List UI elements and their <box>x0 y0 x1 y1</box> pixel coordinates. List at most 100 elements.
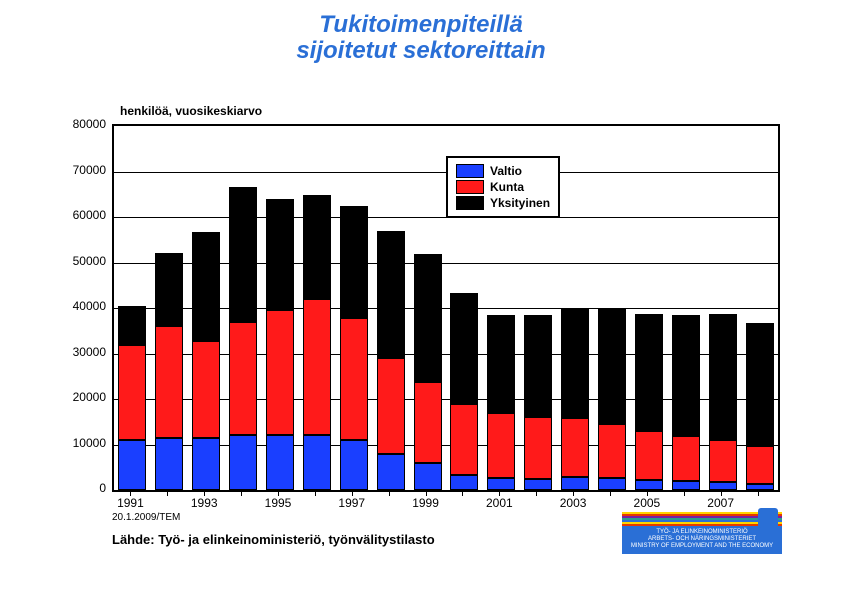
seg-kunta <box>487 413 515 478</box>
y-tick-label: 20000 <box>73 390 106 404</box>
x-tick-label: 1993 <box>191 496 218 510</box>
seg-yksityinen <box>746 323 774 446</box>
logo-crest-icon <box>758 508 778 528</box>
seg-yksityinen <box>377 231 405 358</box>
seg-kunta <box>561 418 589 477</box>
legend-label: Kunta <box>490 180 524 194</box>
x-tick-label: 2005 <box>634 496 661 510</box>
seg-yksityinen <box>524 315 552 417</box>
x-tick-label: 1999 <box>412 496 439 510</box>
y-tick-label: 10000 <box>73 436 106 450</box>
x-tick <box>315 490 316 496</box>
x-tick <box>167 490 168 496</box>
x-tick <box>389 490 390 496</box>
y-tick-label: 60000 <box>73 208 106 222</box>
seg-kunta <box>709 440 737 482</box>
ministry-name: TYÖ- JA ELINKEINOMINISTERIÖ ARBETS- OCH … <box>622 526 782 554</box>
seg-yksityinen <box>155 253 183 326</box>
seg-valtio <box>709 482 737 490</box>
y-tick-label: 50000 <box>73 254 106 268</box>
seg-kunta <box>414 382 442 463</box>
seg-kunta <box>524 417 552 478</box>
seg-yksityinen <box>635 314 663 431</box>
x-tick <box>536 490 537 496</box>
legend-swatch <box>456 196 484 210</box>
seg-kunta <box>118 345 146 440</box>
date-label: 20.1.2009/TEM <box>112 512 180 523</box>
seg-valtio <box>229 435 257 490</box>
x-tick <box>462 490 463 496</box>
y-tick-label: 30000 <box>73 345 106 359</box>
seg-kunta <box>377 358 405 454</box>
legend-item: Valtio <box>456 164 550 178</box>
chart-title: Tukitoimenpiteillä sijoitetut sektoreitt… <box>0 12 842 65</box>
seg-valtio <box>598 478 626 490</box>
seg-kunta <box>340 318 368 439</box>
seg-yksityinen <box>561 309 589 418</box>
source-label: Lähde: Työ- ja elinkeinoministeriö, työn… <box>112 532 435 547</box>
y-tick-label: 70000 <box>73 163 106 177</box>
seg-yksityinen <box>598 308 626 424</box>
seg-yksityinen <box>487 315 515 413</box>
y-tick-label: 80000 <box>73 117 106 131</box>
seg-kunta <box>229 322 257 436</box>
x-tick <box>610 490 611 496</box>
legend-swatch <box>456 180 484 194</box>
seg-kunta <box>155 326 183 437</box>
x-tick <box>758 490 759 496</box>
seg-valtio <box>303 435 331 490</box>
seg-kunta <box>672 436 700 481</box>
seg-kunta <box>192 341 220 437</box>
seg-kunta <box>303 299 331 436</box>
seg-valtio <box>340 440 368 490</box>
x-tick-label: 2001 <box>486 496 513 510</box>
legend: Valtio Kunta Yksityinen <box>446 156 560 218</box>
seg-yksityinen <box>266 199 294 310</box>
seg-valtio <box>635 480 663 490</box>
chart-area: Valtio Kunta Yksityinen 0 10000 20000 30000 40… <box>60 112 790 512</box>
seg-kunta <box>450 404 478 475</box>
x-tick-label: 1991 <box>117 496 144 510</box>
seg-valtio <box>450 475 478 490</box>
seg-valtio <box>155 438 183 490</box>
title-line1: Tukitoimenpiteillä <box>319 11 523 38</box>
seg-valtio <box>377 454 405 490</box>
seg-valtio <box>524 479 552 490</box>
seg-valtio <box>118 440 146 490</box>
title-line2: sijoitetut sektoreittain <box>296 37 545 64</box>
seg-valtio <box>266 435 294 490</box>
seg-valtio <box>487 478 515 490</box>
seg-valtio <box>192 438 220 490</box>
legend-label: Valtio <box>490 164 522 178</box>
seg-kunta <box>266 310 294 435</box>
seg-yksityinen <box>340 206 368 319</box>
seg-valtio <box>746 484 774 490</box>
x-tick-label: 1997 <box>338 496 365 510</box>
seg-valtio <box>414 463 442 490</box>
seg-yksityinen <box>414 254 442 381</box>
seg-valtio <box>561 477 589 490</box>
seg-yksityinen <box>709 314 737 439</box>
seg-valtio <box>672 481 700 490</box>
plot-region: Valtio Kunta Yksityinen <box>112 124 780 492</box>
seg-yksityinen <box>672 315 700 436</box>
seg-yksityinen <box>118 306 146 345</box>
ministry-logo: TYÖ- JA ELINKEINOMINISTERIÖ ARBETS- OCH … <box>622 512 782 554</box>
legend-swatch <box>456 164 484 178</box>
seg-kunta <box>746 446 774 483</box>
x-tick <box>684 490 685 496</box>
seg-kunta <box>635 431 663 480</box>
x-tick-label: 1995 <box>265 496 292 510</box>
x-tick <box>241 490 242 496</box>
y-tick-label: 40000 <box>73 299 106 313</box>
seg-yksityinen <box>229 187 257 321</box>
seg-yksityinen <box>192 232 220 341</box>
x-tick-label: 2007 <box>707 496 734 510</box>
seg-kunta <box>598 424 626 479</box>
y-tick-label: 0 <box>99 481 106 495</box>
seg-yksityinen <box>303 195 331 299</box>
legend-item: Kunta <box>456 180 550 194</box>
legend-item: Yksityinen <box>456 196 550 210</box>
seg-yksityinen <box>450 293 478 404</box>
x-tick-label: 2003 <box>560 496 587 510</box>
